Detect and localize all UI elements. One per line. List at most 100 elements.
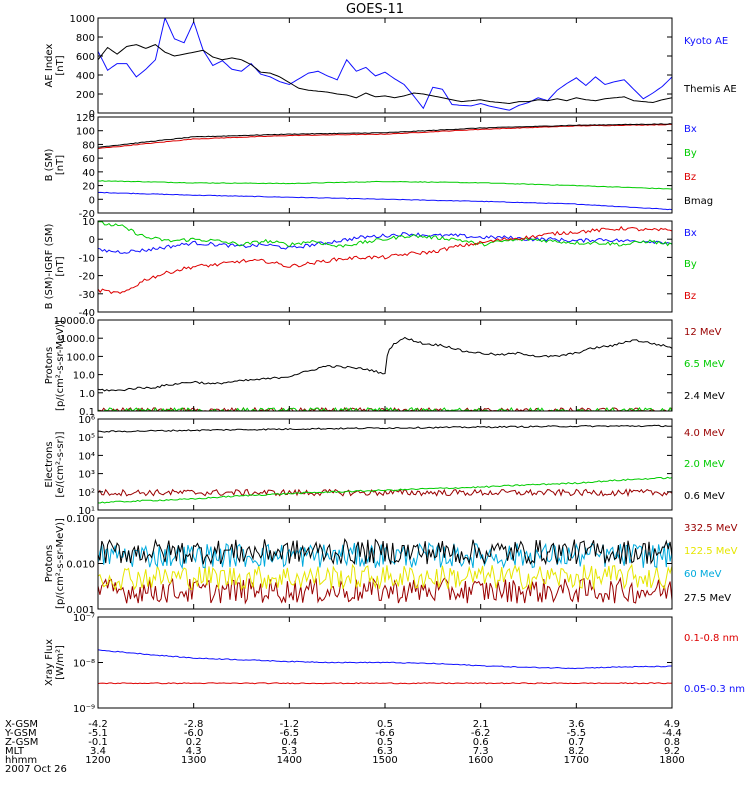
series-line xyxy=(98,221,672,248)
x-row-value: 7.3 xyxy=(473,746,489,757)
y-tick-label: 60 xyxy=(82,154,95,165)
x-row-value: -4.2 xyxy=(88,719,108,730)
x-row-value: 3.6 xyxy=(568,719,584,730)
y-tick-label: 1000 xyxy=(70,14,95,25)
y-axis-label: Electrons[e/(cm²-s-sr)] xyxy=(44,431,66,497)
x-row-value: 0.5 xyxy=(377,737,393,748)
y-tick-label: -30 xyxy=(79,290,95,301)
chart-title: GOES-11 xyxy=(346,2,404,17)
series-line xyxy=(98,44,672,105)
y-tick-label: 10.0 xyxy=(73,371,95,382)
legend-label: 0.05-0.3 nm xyxy=(684,684,745,695)
x-row-value: 4.9 xyxy=(664,719,680,730)
series-line xyxy=(98,649,672,670)
y-axis-label-line: [nT] xyxy=(55,55,66,75)
y-tick-label: 400 xyxy=(76,71,95,82)
y-tick-label: 10⁻⁷ xyxy=(73,613,95,624)
legend-label: Kyoto AE xyxy=(684,36,728,47)
series-line xyxy=(98,538,672,566)
panel-2: Bx By Bz Bmag -20 0 20 40 60 80 100 120 B (SM)[nT] xyxy=(44,113,713,220)
legend-label: 0.6 MeV xyxy=(684,491,725,502)
y-tick-label: 1.0 xyxy=(79,389,95,400)
y-axis-label-line: [p/(cm²-s-sr-MeV)] xyxy=(55,320,66,411)
x-row-value: -2.8 xyxy=(184,719,204,730)
x-row-value: -5.1 xyxy=(88,728,108,739)
y-tick-label: 10 xyxy=(82,217,95,228)
panel-7: 0.1-0.8 nm 0.05-0.3 nm 10⁻⁹ 10⁻⁸ 10⁻⁷ Xray Fl… xyxy=(44,613,745,715)
legend-label: 2.4 MeV xyxy=(684,391,725,402)
series-line xyxy=(98,476,672,504)
y-tick-label: 10⁶ xyxy=(78,415,95,426)
legend-label: Bmag xyxy=(684,196,713,207)
series-line xyxy=(98,682,672,685)
y-axis-label-line: B (SM)-IGRF (SM) xyxy=(44,224,55,310)
x-row-value: 5.3 xyxy=(281,746,297,757)
legend-label: 0.1-0.8 nm xyxy=(684,633,739,644)
x-row-value: 1800 xyxy=(659,755,684,766)
legend-label: 12 MeV xyxy=(684,327,722,338)
x-row-value: -6.6 xyxy=(375,728,395,739)
x-row-value: 1700 xyxy=(564,755,589,766)
x-row-value: 3.4 xyxy=(90,746,106,757)
series-line xyxy=(98,563,672,591)
y-tick-label: 10² xyxy=(78,488,95,499)
y-tick-label: 120 xyxy=(76,113,95,124)
y-axis-label: B (SM)[nT] xyxy=(44,148,66,181)
x-row-value: -6.2 xyxy=(471,728,491,739)
y-tick-label: 0.001 xyxy=(66,605,95,616)
series-line xyxy=(98,336,672,392)
y-tick-label: 200 xyxy=(76,90,95,101)
x-row-label: Y-GSM xyxy=(4,728,37,739)
y-tick-label: 0.100 xyxy=(66,514,95,525)
legend-label: Bx xyxy=(684,124,697,135)
legend-label: Bx xyxy=(684,228,697,239)
legend-label: By xyxy=(684,259,697,270)
y-axis-label: Xray Flux[W/m²] xyxy=(44,639,66,686)
x-row-value: -0.1 xyxy=(88,737,108,748)
x-row-value: -4.4 xyxy=(662,728,682,739)
x-row-label: hhmm xyxy=(5,755,37,766)
y-tick-label: 80 xyxy=(82,140,95,151)
y-axis-label-line: [W/m²] xyxy=(55,645,66,680)
date-label: 2007 Oct 26 xyxy=(5,764,67,775)
series-line xyxy=(98,542,672,570)
x-row-value: 0.4 xyxy=(281,737,297,748)
y-tick-label: 10⁻⁸ xyxy=(73,659,95,670)
legend-label: 4.0 MeV xyxy=(684,428,725,439)
y-tick-label: 100.0 xyxy=(66,352,95,363)
y-axis-label-line: B (SM) xyxy=(44,148,55,181)
legend-label: Bz xyxy=(684,291,696,302)
y-tick-label: 0.010 xyxy=(66,560,95,571)
y-tick-label: 800 xyxy=(76,33,95,44)
legend-label: 6.5 MeV xyxy=(684,359,725,370)
series-line xyxy=(98,123,672,150)
y-tick-label: 10⁴ xyxy=(78,451,95,462)
series-line xyxy=(98,191,672,211)
x-row-value: 4.3 xyxy=(186,746,202,757)
series-line xyxy=(98,576,672,605)
y-axis-label: AE Index[nT] xyxy=(44,43,66,87)
x-row-label: X-GSM xyxy=(5,719,38,730)
y-tick-label: 10000.0 xyxy=(54,316,95,327)
y-axis-label-line: Electrons xyxy=(44,441,55,487)
panel-3: Bx By Bz -40 -30 -20 -10 0 10 B (SM)-IGRF (SM)[nT… xyxy=(44,217,697,319)
legend-label: 27.5 MeV xyxy=(684,593,731,604)
y-tick-label: 0.1 xyxy=(79,407,95,418)
panel-1: Kyoto AE Themis AE 0 200 400 600 800 1000 AE Ind… xyxy=(44,14,737,120)
y-tick-label: -20 xyxy=(79,209,95,220)
y-tick-label: 0 xyxy=(89,235,95,246)
y-tick-label: -40 xyxy=(79,308,95,319)
y-tick-label: 10⁻⁹ xyxy=(73,704,95,715)
y-axis-label: B (SM)-IGRF (SM)[nT] xyxy=(44,224,66,310)
y-axis-label-line: Protons xyxy=(44,545,55,582)
panel-6: 332.5 MeV 122.5 MeV 60 MeV 27.5 MeV 0.001 0.0… xyxy=(44,514,738,616)
series-line xyxy=(98,424,672,433)
y-axis-label: Protons[p/(cm²-s-sr-MeV)] xyxy=(44,518,66,609)
x-row-label: Z-GSM xyxy=(5,737,38,748)
legend-label: 2.0 MeV xyxy=(684,459,725,470)
y-tick-label: 20 xyxy=(82,182,95,193)
x-row-value: -6.5 xyxy=(280,728,300,739)
legend-label: Themis AE xyxy=(683,84,737,95)
x-row-value: 1600 xyxy=(468,755,493,766)
x-row-value: 1500 xyxy=(372,755,397,766)
